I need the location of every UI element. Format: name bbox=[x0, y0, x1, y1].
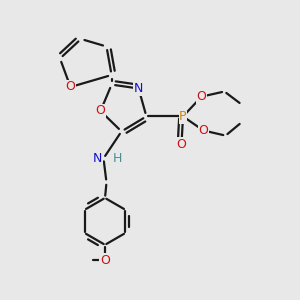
Text: O: O bbox=[96, 104, 105, 118]
Text: N: N bbox=[93, 152, 102, 165]
Text: O: O bbox=[66, 80, 75, 94]
Text: P: P bbox=[179, 110, 187, 123]
Text: N: N bbox=[134, 82, 143, 95]
Text: O: O bbox=[197, 90, 206, 103]
Text: O: O bbox=[199, 124, 208, 137]
Text: O: O bbox=[100, 254, 110, 267]
Text: H: H bbox=[112, 152, 122, 165]
Text: O: O bbox=[177, 138, 186, 151]
